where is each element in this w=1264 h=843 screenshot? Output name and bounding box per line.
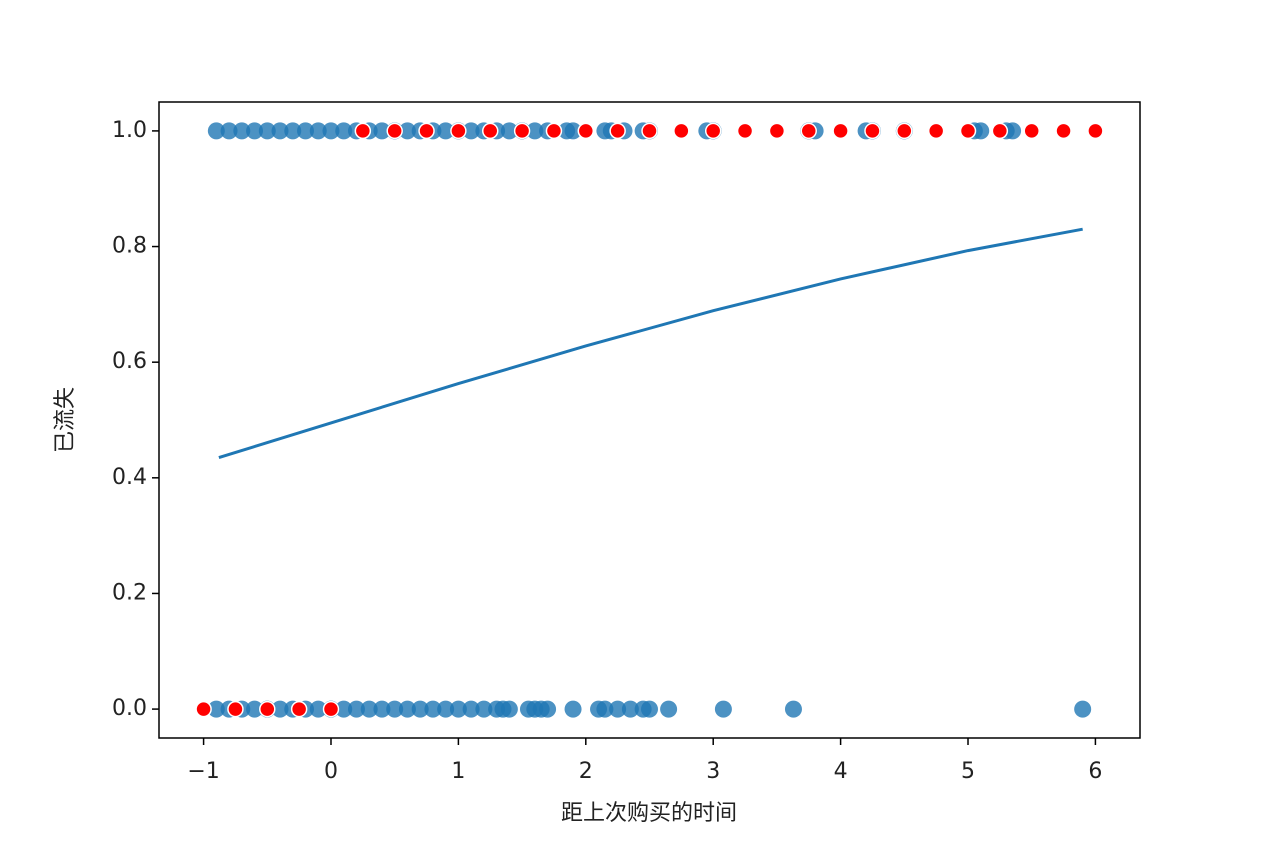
scatter-point xyxy=(462,700,480,718)
scatter-point xyxy=(233,122,251,140)
x-tick-label: 3 xyxy=(706,759,720,784)
x-tick-label: 0 xyxy=(324,759,338,784)
scatter-point-highlight xyxy=(832,122,849,140)
plot-frame xyxy=(158,101,1141,739)
scatter-point-highlight xyxy=(577,122,595,140)
scatter-point xyxy=(271,122,289,140)
scatter-point xyxy=(437,700,455,718)
x-tick-label: 4 xyxy=(834,759,848,784)
scatter-point xyxy=(609,700,627,718)
scatter-point xyxy=(398,700,416,718)
scatter-point xyxy=(246,122,264,140)
scatter-point xyxy=(297,122,315,140)
scatter-point-highlight xyxy=(704,122,722,140)
scatter-point xyxy=(660,700,678,718)
scatter-point-highlight xyxy=(1087,122,1104,140)
y-tick-label: 0.2 xyxy=(112,580,147,605)
scatter-point-highlight xyxy=(227,700,244,718)
y-tick-label: 1.0 xyxy=(112,118,147,143)
scatter-point-highlight xyxy=(800,122,818,140)
scatter-point xyxy=(500,700,518,718)
y-tick-label: 0.8 xyxy=(112,234,147,259)
scatter-point xyxy=(246,700,264,718)
scatter-point xyxy=(207,700,225,718)
scatter-point xyxy=(373,700,391,718)
x-tick-label: 6 xyxy=(1088,759,1102,784)
scatter-point xyxy=(784,700,802,718)
scatter-point-highlight xyxy=(991,122,1009,140)
scatter-point-highlight xyxy=(322,700,340,718)
scatter-point-highlight xyxy=(927,122,945,140)
scatter-point-highlight xyxy=(641,122,658,140)
scatter-point xyxy=(347,700,365,718)
scatter-point-highlight xyxy=(1023,122,1040,140)
scatter-point xyxy=(309,700,327,718)
x-tick-label: 5 xyxy=(961,759,975,784)
scatter-point-highlight xyxy=(450,122,467,140)
scatter-point xyxy=(500,122,518,140)
scatter-point xyxy=(335,700,353,718)
x-tick-label: −1 xyxy=(187,759,219,784)
scatter-point xyxy=(526,122,544,140)
y-axis-label: 已流失 xyxy=(53,387,78,453)
scatter-point-highlight xyxy=(959,122,977,140)
scatter-point-highlight xyxy=(354,122,372,140)
scatter-point xyxy=(1074,700,1092,718)
fit-line xyxy=(218,227,1083,460)
scatter-point xyxy=(539,700,557,718)
scatter-point xyxy=(322,122,340,140)
scatter-point xyxy=(462,122,480,140)
scatter-point-highlight xyxy=(418,122,435,140)
scatter-point xyxy=(1004,122,1022,140)
scatter-point-highlight xyxy=(673,122,690,140)
x-tick-label: 2 xyxy=(579,759,593,784)
y-tick-label: 0.4 xyxy=(112,465,147,490)
scatter-point xyxy=(373,122,391,140)
scatter-point-highlight xyxy=(736,122,754,140)
scatter-point-highlight xyxy=(768,122,786,140)
scatter-point-highlight xyxy=(545,122,563,140)
scatter-point-highlight xyxy=(259,700,276,718)
scatter-point xyxy=(641,700,658,718)
x-tick-label: 1 xyxy=(451,759,465,784)
scatter-point xyxy=(271,700,289,718)
x-axis-label: 距上次购买的时间 xyxy=(561,801,737,826)
scatter-point xyxy=(258,122,276,140)
scatter-point xyxy=(475,700,493,718)
scatter-point xyxy=(972,122,990,140)
scatter-point xyxy=(309,122,327,140)
scatter-point-highlight xyxy=(513,122,531,140)
scatter-point xyxy=(220,122,238,140)
scatter-point xyxy=(207,122,225,140)
scatter-point xyxy=(437,122,455,140)
scatter-point xyxy=(411,700,429,718)
scatter-point-highlight xyxy=(896,122,913,140)
scatter-point-highlight xyxy=(609,122,626,140)
scatter-point-highlight xyxy=(386,122,403,140)
scatter-point-highlight xyxy=(481,122,499,140)
scatter-point xyxy=(596,700,614,718)
scatter-point-highlight xyxy=(864,122,881,140)
scatter-point-highlight xyxy=(290,700,308,718)
scatter-point xyxy=(386,700,404,718)
scatter-point xyxy=(424,700,442,718)
scatter-point xyxy=(360,700,378,718)
y-tick-label: 0.6 xyxy=(112,349,147,374)
scatter-point xyxy=(564,700,582,718)
scatter-point xyxy=(564,122,582,140)
scatter-point xyxy=(621,700,639,718)
scatter-point xyxy=(449,700,467,718)
scatter-point xyxy=(398,122,416,140)
y-tick-label: 0.0 xyxy=(112,696,147,721)
scatter-point-highlight xyxy=(1055,122,1072,140)
scatter-point xyxy=(284,122,302,140)
scatter-point xyxy=(335,122,353,140)
scatter-point xyxy=(714,700,732,718)
scatter-point-highlight xyxy=(195,700,212,718)
